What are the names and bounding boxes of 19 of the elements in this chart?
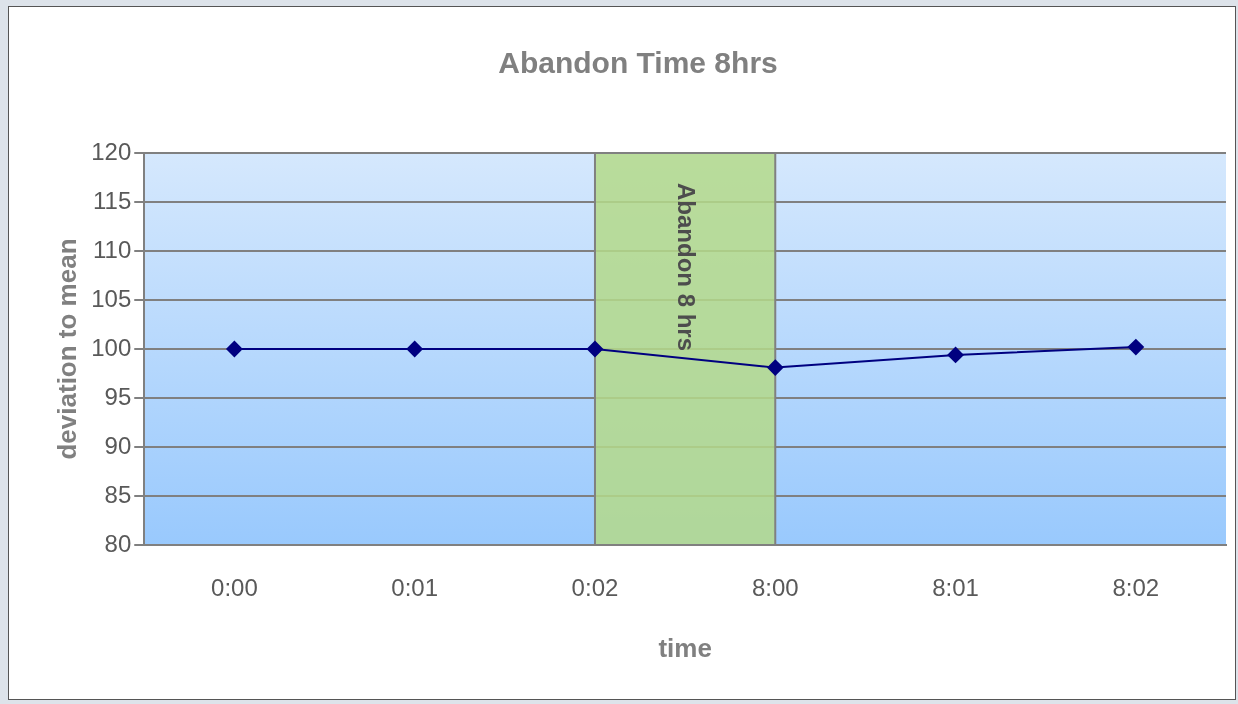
x-tick-label: 0:01 <box>391 574 439 602</box>
y-axis-title: deviation to mean <box>51 238 82 460</box>
y-tick-label: 115 <box>92 186 132 214</box>
x-tick-label: 8:01 <box>932 574 979 602</box>
y-tick-label: 90 <box>104 431 132 459</box>
band-label: Abandon 8 hrs <box>673 183 701 352</box>
x-tick-label: 8:02 <box>1112 574 1160 602</box>
y-tick-label: 120 <box>91 137 132 165</box>
y-tick-label: 110 <box>92 235 132 263</box>
x-tick-label: 8:00 <box>751 574 799 602</box>
y-tick-label: 80 <box>104 529 132 557</box>
y-tick-label: 95 <box>104 382 132 410</box>
x-axis-title: time <box>658 632 712 663</box>
chart-title: Abandon Time 8hrs <box>498 46 778 80</box>
y-tick-label: 105 <box>91 284 132 312</box>
x-tick-label: 0:02 <box>571 574 619 602</box>
y-tick-label: 100 <box>91 333 132 361</box>
y-tick-label: 85 <box>104 480 132 508</box>
x-tick-label: 0:00 <box>211 574 258 602</box>
